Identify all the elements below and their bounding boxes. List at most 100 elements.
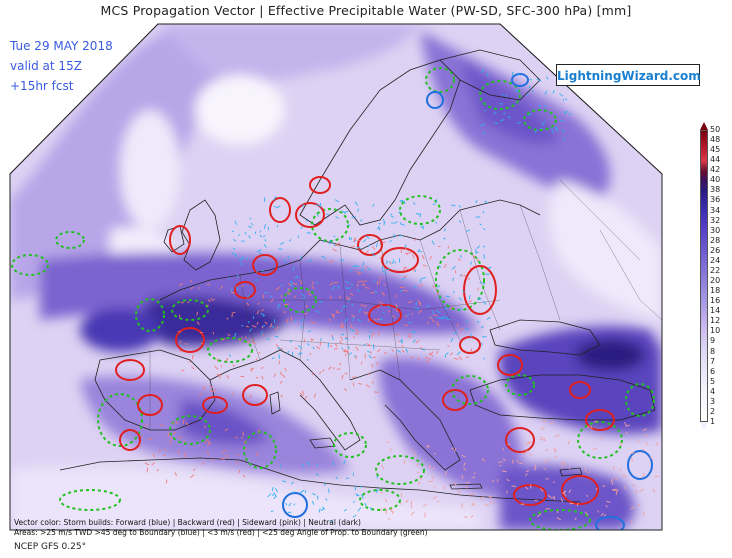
vector-mark (237, 461, 238, 463)
legend-label: 48 (710, 136, 720, 144)
legend-label: 3 (710, 398, 715, 406)
vector-mark (313, 281, 314, 284)
vector-mark (374, 319, 376, 320)
vector-mark (409, 337, 411, 338)
vector-mark (329, 489, 330, 493)
legend-label: 24 (710, 257, 720, 265)
vector-mark (344, 211, 348, 212)
legend-label: 16 (710, 297, 720, 305)
vector-mark (351, 237, 352, 240)
vector-mark (207, 284, 210, 285)
footer-vector-legend: Vector color: Storm builds: Forward (blu… (14, 518, 361, 527)
site-logo[interactable]: LightningWizard.com (556, 64, 700, 86)
legend-label: 36 (710, 196, 720, 204)
legend-label: 5 (710, 378, 715, 386)
vector-mark (373, 357, 376, 358)
vector-mark (557, 510, 558, 513)
vector-mark (506, 95, 507, 97)
vector-mark (376, 491, 378, 492)
legend-label: 44 (710, 156, 720, 164)
vector-mark (325, 483, 326, 486)
vector-mark (371, 507, 372, 510)
vector-mark (355, 376, 356, 378)
vector-mark (351, 247, 355, 248)
vector-mark (454, 291, 455, 293)
vector-mark (384, 353, 387, 354)
vector-mark (284, 304, 289, 305)
vector-mark (408, 322, 411, 323)
map-title: MCS Propagation Vector | Effective Preci… (0, 0, 732, 22)
legend-label: 6 (710, 368, 715, 376)
vector-mark (471, 477, 475, 478)
vector-mark (263, 295, 264, 299)
vector-mark (220, 374, 221, 379)
legend-label: 38 (710, 186, 720, 194)
run-valid-time: valid at 15Z (10, 56, 113, 76)
run-date: Tue 29 MAY 2018 (10, 36, 113, 56)
legend-label: 22 (710, 267, 720, 275)
vector-mark (386, 511, 387, 514)
legend-label: 14 (710, 307, 720, 315)
vector-mark (402, 339, 403, 343)
legend-label: 9 (710, 337, 715, 345)
vector-mark (655, 476, 660, 477)
vector-mark (240, 339, 241, 342)
vector-mark (440, 298, 442, 299)
legend-label: 8 (710, 348, 715, 356)
legend-label: 32 (710, 217, 720, 225)
legend-label: 2 (710, 408, 715, 416)
vector-mark (307, 291, 309, 292)
vector-mark (530, 484, 531, 488)
legend-label: 4 (710, 388, 715, 396)
legend-label: 30 (710, 227, 720, 235)
vector-mark (636, 489, 637, 493)
vector-mark (401, 502, 402, 504)
vector-mark (171, 436, 172, 440)
vector-mark (533, 90, 534, 92)
vector-mark (337, 369, 340, 370)
vector-mark (361, 362, 362, 365)
legend-label: 40 (710, 176, 720, 184)
vector-mark (433, 204, 436, 205)
vector-mark (236, 455, 238, 456)
vector-mark (369, 319, 370, 322)
vector-mark (478, 299, 482, 300)
legend-label: 26 (710, 247, 720, 255)
vector-mark (612, 478, 613, 480)
vector-mark (448, 246, 449, 248)
legend-label: 12 (710, 317, 720, 325)
footer-area-legend: Areas: >25 m/s TWD >45 deg to Boundary (… (14, 528, 428, 537)
vector-mark (382, 242, 385, 243)
vector-mark (346, 478, 349, 479)
vector-mark (401, 340, 402, 342)
legend-label: 42 (710, 166, 720, 174)
vector-mark (275, 336, 278, 337)
vector-mark (228, 278, 230, 279)
legend-label: 7 (710, 358, 715, 366)
vector-mark (358, 208, 359, 211)
vector-mark (355, 486, 356, 490)
vector-mark (441, 318, 445, 319)
vector-mark (268, 227, 269, 230)
vector-mark (528, 114, 531, 115)
run-info: Tue 29 MAY 2018 valid at 15Z +15hr fcst (10, 36, 113, 96)
vector-mark (392, 512, 393, 514)
legend-label: 20 (710, 277, 720, 285)
legend-label: 50 (710, 126, 720, 134)
legend-label: 34 (710, 207, 720, 215)
vector-mark (246, 448, 247, 450)
vector-mark (464, 517, 467, 518)
run-forecast-hour: +15hr fcst (10, 76, 113, 96)
vector-mark (418, 251, 421, 252)
legend-label: 18 (710, 287, 720, 295)
vector-mark (356, 356, 357, 360)
legend-label: 1 (710, 418, 715, 426)
vector-mark (401, 249, 402, 253)
legend-color-bar (700, 130, 708, 422)
legend-label: 28 (710, 237, 720, 245)
vector-mark (457, 323, 458, 327)
legend-label: 45 (710, 146, 720, 154)
vector-mark (485, 274, 490, 275)
footer-model-name: NCEP GFS 0.25° (14, 542, 86, 552)
